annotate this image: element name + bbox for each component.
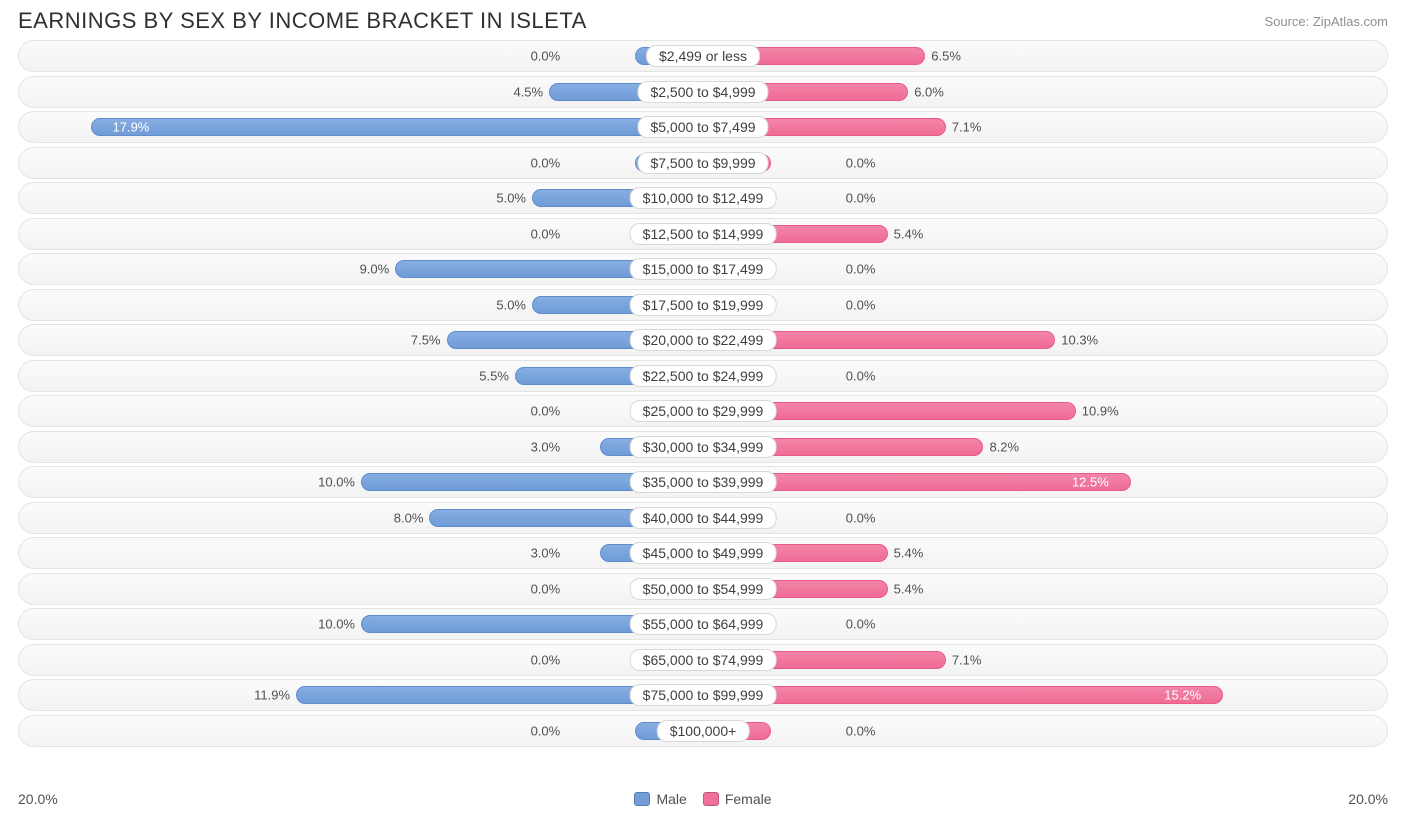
category-label: $65,000 to $74,999 xyxy=(630,649,777,671)
female-value: 7.1% xyxy=(946,652,982,667)
male-value: 0.0% xyxy=(531,723,567,738)
male-value: 8.0% xyxy=(394,510,430,525)
female-value: 0.0% xyxy=(840,510,876,525)
female-value: 6.0% xyxy=(908,84,944,99)
legend-male: Male xyxy=(634,791,686,807)
axis-left-max: 20.0% xyxy=(18,791,58,807)
female-value: 15.2% xyxy=(1164,688,1209,703)
male-value: 5.5% xyxy=(479,368,515,383)
category-label: $2,499 or less xyxy=(646,45,760,67)
female-bar xyxy=(703,686,1223,704)
male-value: 3.0% xyxy=(531,439,567,454)
chart-row: 0.0% 6.5% $2,499 or less xyxy=(18,40,1388,72)
legend: Male Female xyxy=(634,791,771,807)
chart-row: 9.0% 0.0% $15,000 to $17,499 xyxy=(18,253,1388,285)
chart-row: 5.5% 0.0% $22,500 to $24,999 xyxy=(18,360,1388,392)
female-value: 0.0% xyxy=(840,297,876,312)
category-label: $2,500 to $4,999 xyxy=(637,81,768,103)
chart-row: 10.0% 12.5% $35,000 to $39,999 xyxy=(18,466,1388,498)
chart-footer: 20.0% Male Female 20.0% xyxy=(18,791,1388,807)
category-label: $45,000 to $49,999 xyxy=(630,542,777,564)
female-value: 10.9% xyxy=(1076,404,1119,419)
category-label: $75,000 to $99,999 xyxy=(630,684,777,706)
chart-source: Source: ZipAtlas.com xyxy=(1264,14,1388,29)
chart-row: 0.0% 5.4% $12,500 to $14,999 xyxy=(18,218,1388,250)
category-label: $15,000 to $17,499 xyxy=(630,258,777,280)
chart-row: 0.0% 0.0% $7,500 to $9,999 xyxy=(18,147,1388,179)
male-value: 0.0% xyxy=(531,49,567,64)
category-label: $100,000+ xyxy=(657,720,750,742)
chart-area: 0.0% 6.5% $2,499 or less 4.5% 6.0% $2,500 to … xyxy=(0,38,1406,747)
chart-title: EARNINGS BY SEX BY INCOME BRACKET IN ISL… xyxy=(18,8,587,34)
male-value: 10.0% xyxy=(318,617,361,632)
chart-row: 0.0% 0.0% $100,000+ xyxy=(18,715,1388,747)
female-value: 5.4% xyxy=(888,226,924,241)
axis-right-max: 20.0% xyxy=(1348,791,1388,807)
female-value: 0.0% xyxy=(840,262,876,277)
chart-row: 5.0% 0.0% $10,000 to $12,499 xyxy=(18,182,1388,214)
female-value: 7.1% xyxy=(946,120,982,135)
male-value: 3.0% xyxy=(531,546,567,561)
chart-row: 0.0% 10.9% $25,000 to $29,999 xyxy=(18,395,1388,427)
chart-row: 11.9% 15.2% $75,000 to $99,999 xyxy=(18,679,1388,711)
chart-row: 3.0% 5.4% $45,000 to $49,999 xyxy=(18,537,1388,569)
male-value: 0.0% xyxy=(531,652,567,667)
chart-row: 3.0% 8.2% $30,000 to $34,999 xyxy=(18,431,1388,463)
chart-row: 17.9% 7.1% $5,000 to $7,499 xyxy=(18,111,1388,143)
male-value: 0.0% xyxy=(531,226,567,241)
legend-female-label: Female xyxy=(725,791,772,807)
female-value: 10.3% xyxy=(1055,333,1098,348)
male-bar xyxy=(91,118,703,136)
female-value: 5.4% xyxy=(888,581,924,596)
male-value: 7.5% xyxy=(411,333,447,348)
category-label: $25,000 to $29,999 xyxy=(630,400,777,422)
female-value: 5.4% xyxy=(888,546,924,561)
male-value: 9.0% xyxy=(360,262,396,277)
female-value: 0.0% xyxy=(840,617,876,632)
category-label: $22,500 to $24,999 xyxy=(630,365,777,387)
category-label: $17,500 to $19,999 xyxy=(630,294,777,316)
female-value: 0.0% xyxy=(840,723,876,738)
female-value: 8.2% xyxy=(983,439,1019,454)
chart-row: 4.5% 6.0% $2,500 to $4,999 xyxy=(18,76,1388,108)
category-label: $7,500 to $9,999 xyxy=(637,152,768,174)
male-value: 0.0% xyxy=(531,155,567,170)
male-value: 0.0% xyxy=(531,581,567,596)
chart-row: 0.0% 5.4% $50,000 to $54,999 xyxy=(18,573,1388,605)
category-label: $5,000 to $7,499 xyxy=(637,116,768,138)
chart-row: 7.5% 10.3% $20,000 to $22,499 xyxy=(18,324,1388,356)
category-label: $30,000 to $34,999 xyxy=(630,436,777,458)
female-value: 0.0% xyxy=(840,155,876,170)
female-value: 0.0% xyxy=(840,368,876,383)
male-value: 5.0% xyxy=(496,191,532,206)
female-value: 0.0% xyxy=(840,191,876,206)
female-swatch-icon xyxy=(703,792,719,806)
legend-male-label: Male xyxy=(656,791,686,807)
chart-row: 10.0% 0.0% $55,000 to $64,999 xyxy=(18,608,1388,640)
legend-female: Female xyxy=(703,791,772,807)
female-value: 6.5% xyxy=(925,49,961,64)
female-value: 12.5% xyxy=(1072,475,1117,490)
category-label: $55,000 to $64,999 xyxy=(630,613,777,635)
male-value: 4.5% xyxy=(513,84,549,99)
male-value: 10.0% xyxy=(318,475,361,490)
category-label: $10,000 to $12,499 xyxy=(630,187,777,209)
male-swatch-icon xyxy=(634,792,650,806)
chart-row: 5.0% 0.0% $17,500 to $19,999 xyxy=(18,289,1388,321)
category-label: $35,000 to $39,999 xyxy=(630,471,777,493)
category-label: $50,000 to $54,999 xyxy=(630,578,777,600)
chart-row: 8.0% 0.0% $40,000 to $44,999 xyxy=(18,502,1388,534)
category-label: $20,000 to $22,499 xyxy=(630,329,777,351)
male-value: 17.9% xyxy=(105,120,150,135)
male-value: 11.9% xyxy=(254,688,296,703)
category-label: $40,000 to $44,999 xyxy=(630,507,777,529)
chart-row: 0.0% 7.1% $65,000 to $74,999 xyxy=(18,644,1388,676)
male-value: 5.0% xyxy=(496,297,532,312)
category-label: $12,500 to $14,999 xyxy=(630,223,777,245)
male-value: 0.0% xyxy=(531,404,567,419)
